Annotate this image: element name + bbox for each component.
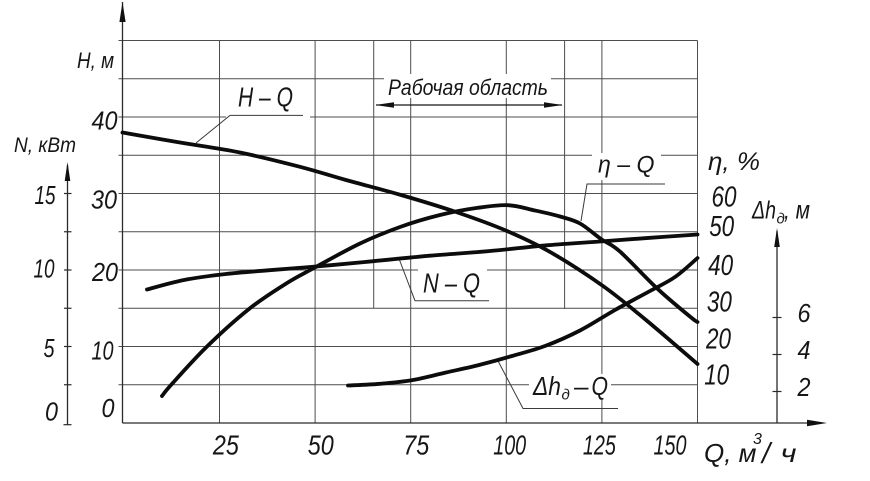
svg-text:30: 30 (91, 185, 117, 215)
svg-text:H, м: H, м (77, 48, 114, 73)
svg-text:20: 20 (91, 257, 118, 287)
svg-text:10: 10 (34, 254, 55, 284)
svg-text:15: 15 (35, 180, 56, 210)
svg-text:10: 10 (704, 360, 729, 392)
svg-text:20: 20 (705, 324, 731, 356)
svg-text:Δh: Δh (532, 371, 561, 401)
svg-text:40: 40 (708, 250, 733, 282)
svg-text:N, кВт: N, кВт (14, 134, 76, 157)
svg-text:6: 6 (798, 298, 811, 328)
svg-text:50: 50 (308, 430, 335, 461)
svg-text:η – Q: η – Q (598, 151, 655, 178)
svg-text:д: д (562, 387, 570, 404)
svg-text:Рабочая область: Рабочая область (388, 75, 548, 100)
svg-text:5: 5 (44, 333, 55, 363)
svg-text:125: 125 (583, 430, 617, 461)
svg-text:40: 40 (92, 106, 118, 136)
svg-text:75: 75 (403, 430, 430, 461)
svg-text:10: 10 (92, 336, 114, 366)
svg-text:4: 4 (798, 335, 811, 365)
svg-text:30: 30 (707, 287, 732, 319)
svg-text:Δh: Δh (751, 197, 776, 225)
svg-text:д: д (777, 211, 785, 228)
svg-text:150: 150 (654, 430, 688, 461)
svg-text:0: 0 (102, 393, 115, 423)
svg-text:60: 60 (712, 182, 737, 214)
svg-text:–: – (573, 371, 589, 401)
svg-text:100: 100 (493, 430, 527, 461)
svg-text:N – Q: N – Q (423, 268, 480, 299)
svg-text:Q: Q (592, 371, 609, 401)
svg-text:50: 50 (709, 211, 734, 243)
svg-text:, м: , м (784, 197, 810, 225)
svg-text:25: 25 (212, 430, 239, 461)
svg-text:2: 2 (797, 372, 811, 402)
svg-text:Q, м3/ч: Q, м3/ч (704, 431, 797, 470)
svg-text:η, %: η, % (708, 148, 760, 176)
svg-text:H – Q: H – Q (238, 82, 293, 113)
svg-text:0: 0 (45, 397, 58, 427)
